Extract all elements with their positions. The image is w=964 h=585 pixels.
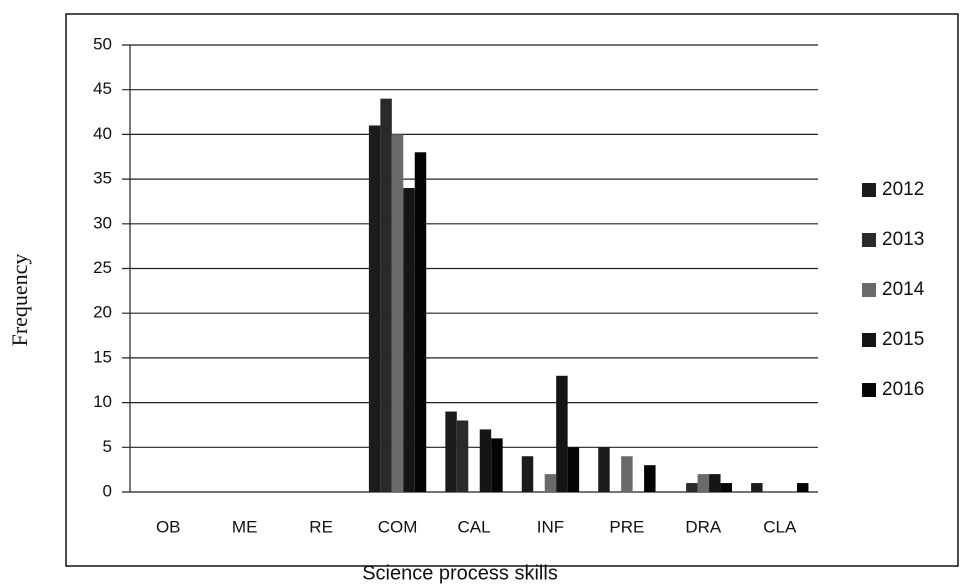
legend-swatch <box>862 183 876 197</box>
y-tick-label: 5 <box>103 437 112 456</box>
bar <box>491 438 503 492</box>
bar <box>598 447 610 492</box>
x-tick-label: INF <box>537 517 564 536</box>
bar <box>521 456 534 492</box>
legend-swatch <box>862 233 876 247</box>
legend-swatch <box>862 383 876 397</box>
y-tick-label: 50 <box>93 34 112 53</box>
bar <box>368 125 381 493</box>
x-axis-label: Science process skills <box>362 562 558 584</box>
bar <box>751 483 763 492</box>
legend-label: 2013 <box>882 229 924 250</box>
bar <box>567 447 580 492</box>
bar <box>709 474 721 492</box>
x-tick-label: PRE <box>609 517 644 536</box>
x-tick-label: ME <box>232 517 258 536</box>
bar <box>391 134 404 492</box>
bar <box>697 474 710 492</box>
legend-label: 2016 <box>882 379 924 400</box>
legend-swatch <box>862 333 876 347</box>
legend-swatch <box>862 283 876 297</box>
y-axis-label: Frequency <box>7 254 32 347</box>
bar <box>544 474 557 492</box>
y-tick-label: 15 <box>93 347 112 366</box>
bar <box>796 483 809 492</box>
bar <box>456 420 469 492</box>
y-tick-label: 40 <box>93 124 112 143</box>
legend-label: 2015 <box>882 329 924 350</box>
y-tick-label: 10 <box>93 392 112 411</box>
legend-label: 2012 <box>882 179 924 200</box>
legend-label: 2014 <box>882 279 925 300</box>
y-tick-label: 25 <box>93 258 112 277</box>
bar <box>556 375 568 492</box>
bar <box>720 483 732 492</box>
bar <box>380 98 392 492</box>
x-tick-label: OB <box>156 517 181 536</box>
bar <box>621 456 633 492</box>
x-tick-label: COM <box>378 517 418 536</box>
y-tick-label: 45 <box>93 79 112 98</box>
bar <box>445 411 457 492</box>
bar <box>644 465 656 492</box>
x-tick-label: CLA <box>763 517 797 536</box>
bar <box>479 429 492 492</box>
x-tick-label: RE <box>309 517 333 536</box>
bar <box>414 152 427 492</box>
x-tick-label: CAL <box>457 517 490 536</box>
y-tick-label: 0 <box>103 481 112 500</box>
bar <box>686 483 698 492</box>
bar <box>403 188 415 493</box>
y-tick-label: 30 <box>93 213 112 232</box>
chart-border <box>65 13 959 567</box>
y-tick-label: 35 <box>93 169 112 188</box>
x-tick-label: DRA <box>685 517 722 536</box>
y-tick-label: 20 <box>93 303 112 322</box>
